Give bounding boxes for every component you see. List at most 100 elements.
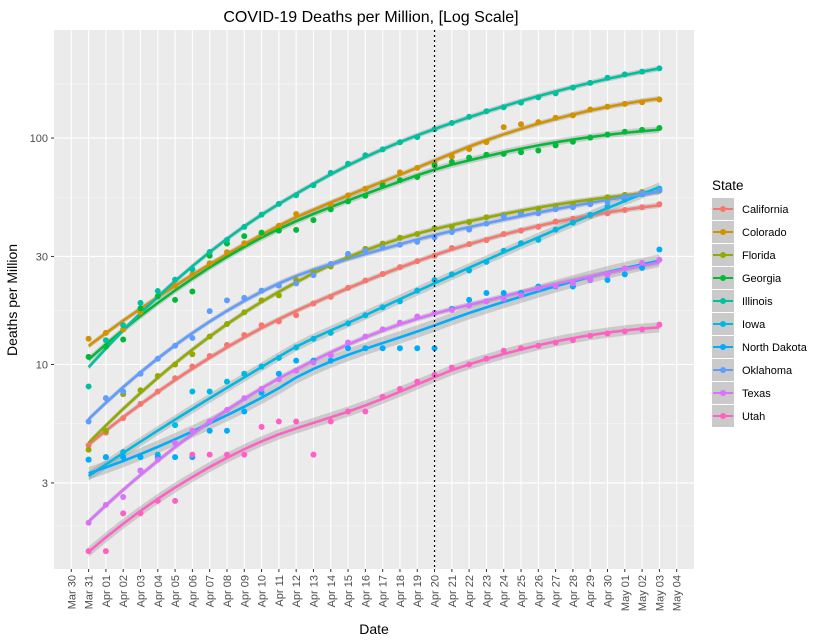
data-point (327, 169, 334, 176)
data-point (345, 250, 352, 257)
legend-key-point (720, 298, 726, 304)
data-point (137, 299, 144, 306)
legend-label: Texas (742, 388, 771, 400)
data-point (327, 206, 334, 213)
data-point (154, 388, 161, 395)
x-tick-label: Apr 11 (274, 575, 286, 607)
legend-key-point (720, 275, 726, 281)
smooth-line (87, 128, 660, 361)
data-point (120, 454, 127, 461)
data-point (258, 423, 265, 430)
data-point (639, 204, 646, 211)
data-point (189, 388, 196, 395)
data-point (102, 427, 109, 434)
data-point (189, 271, 196, 278)
data-point (172, 361, 179, 368)
legend-key-point (720, 206, 726, 212)
data-point (275, 292, 282, 299)
x-tick-label: Apr 12 (291, 575, 303, 607)
data-point (362, 312, 369, 319)
data-point (362, 185, 369, 192)
data-point (396, 177, 403, 184)
legend-key-point (720, 252, 726, 258)
data-point (241, 294, 248, 301)
data-point (656, 124, 663, 131)
data-point (310, 359, 317, 366)
legend-label: Utah (742, 411, 765, 423)
data-point (258, 287, 265, 294)
data-point (604, 210, 611, 217)
data-point (569, 337, 576, 344)
data-point (137, 510, 144, 517)
data-point (414, 345, 421, 352)
y-axis: 3 10 30 100 (30, 133, 54, 490)
data-point (552, 142, 559, 149)
legend-label: Illinois (742, 296, 773, 308)
data-point (396, 264, 403, 271)
x-axis: Mar 30 Mar 31 Apr 01 Apr 02 Apr 03 Apr 04 Apr … (66, 569, 684, 611)
data-point (431, 225, 438, 232)
data-point (293, 357, 300, 364)
x-tick-label: Apr 05 (170, 575, 182, 607)
data-point (587, 79, 594, 86)
data-point (102, 501, 109, 508)
data-point (414, 287, 421, 294)
data-point (189, 288, 196, 295)
data-point (379, 345, 386, 352)
data-point (172, 342, 179, 349)
data-point (154, 288, 161, 295)
legend-key-point (720, 413, 726, 419)
data-point (102, 343, 109, 350)
data-point (293, 210, 300, 217)
data-point (275, 370, 282, 377)
data-point (206, 260, 213, 267)
data-point (362, 333, 369, 340)
x-tick-label: May 04 (672, 575, 684, 611)
data-point (310, 451, 317, 458)
data-point (656, 65, 663, 72)
data-point (362, 152, 369, 159)
data-point (448, 119, 455, 126)
data-point (414, 164, 421, 171)
data-points (85, 65, 663, 555)
x-tick-label: Apr 18 (395, 575, 407, 607)
x-tick-label: Apr 27 (551, 575, 563, 607)
data-point (448, 153, 455, 160)
data-point (241, 240, 248, 247)
data-point (466, 154, 473, 161)
data-point (206, 248, 213, 255)
data-point (604, 103, 611, 110)
data-point (500, 124, 507, 131)
data-point (500, 150, 507, 157)
smooth-line (87, 326, 660, 553)
data-point (189, 451, 196, 458)
data-point (345, 339, 352, 346)
data-point (293, 280, 300, 287)
data-point (85, 335, 92, 342)
x-tick-label: May 02 (637, 575, 649, 611)
data-point (396, 169, 403, 176)
data-point (85, 418, 92, 425)
data-point (587, 332, 594, 339)
data-point (500, 213, 507, 220)
data-point (223, 297, 230, 304)
legend-label: California (742, 204, 789, 216)
data-point (172, 276, 179, 283)
data-point (569, 204, 576, 211)
data-point (172, 375, 179, 382)
data-point (569, 112, 576, 119)
data-point (102, 548, 109, 555)
data-point (656, 246, 663, 253)
data-point (431, 234, 438, 241)
data-point (85, 548, 92, 555)
x-tick-label: Apr 23 (481, 575, 493, 607)
data-point (518, 345, 525, 352)
data-point (466, 146, 473, 153)
legend: State California Colorado Florida Georgia Il… (712, 178, 808, 427)
data-point (466, 113, 473, 120)
legend-label: Iowa (742, 319, 766, 331)
data-point (154, 456, 161, 463)
data-point (310, 182, 317, 189)
data-point (327, 293, 334, 300)
legend-label: Georgia (742, 273, 782, 285)
